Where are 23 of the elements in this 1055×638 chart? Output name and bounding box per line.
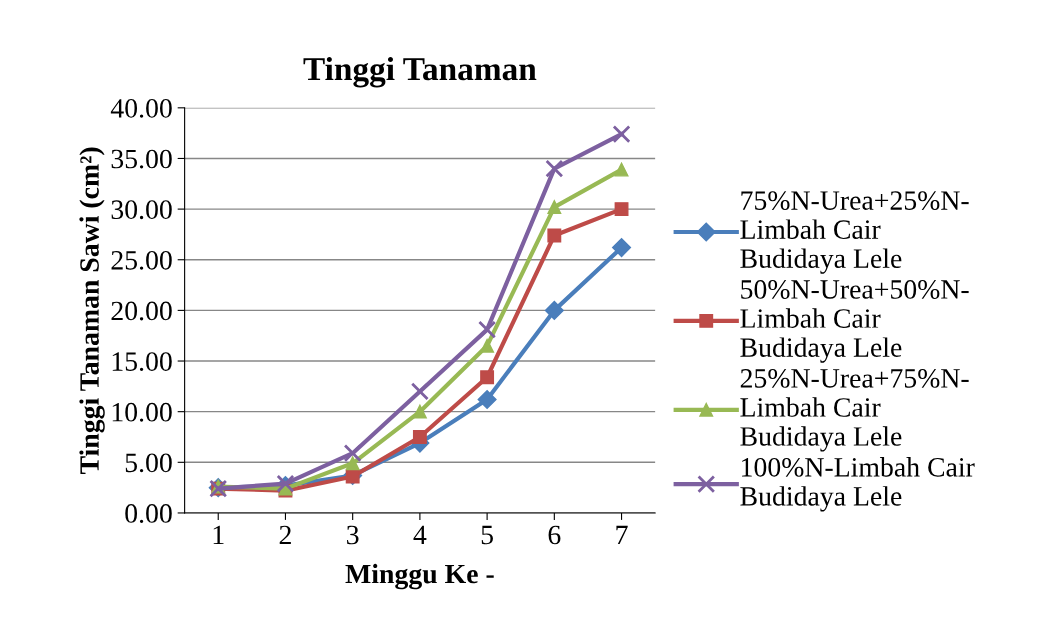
x-tick-label: 5 — [481, 525, 493, 545]
x-tick-label: 1 — [213, 525, 224, 545]
x-axis-title: Minggu Ke - — [345, 563, 494, 590]
x-tick-label: 7 — [616, 525, 628, 545]
legend-label: 25%N-Urea+75%N- Limbah Cair Budidaya Lele — [740, 369, 969, 452]
legend-label: 100%N-Limbah Cair Budidaya Lele — [740, 457, 975, 512]
x-tick-label: 4 — [413, 525, 427, 545]
y-tick-label: 10.00 — [112, 402, 172, 422]
y-tick-label: 30.00 — [111, 200, 172, 220]
y-tick-label: 35.00 — [111, 149, 172, 169]
x-tick-label: 2 — [279, 525, 291, 545]
y-tick-label: 15.00 — [112, 352, 172, 372]
y-tick-label: 25.00 — [111, 250, 172, 270]
x-tick-label: 3 — [347, 525, 359, 545]
y-tick-label: 40.00 — [110, 98, 172, 118]
y-tick-label: 5.00 — [125, 453, 172, 473]
legend-label: 50%N-Urea+50%N- Limbah Cair Budidaya Lele — [740, 280, 969, 363]
y-tick-label: 0.00 — [125, 504, 172, 523]
x-tick-label: 6 — [548, 525, 561, 545]
y-tick-label: 20.00 — [111, 301, 172, 321]
chart-title: Tinggi Tanaman — [303, 56, 537, 88]
y-axis-title: Tinggi Tanaman Sawi (cm²) — [79, 147, 105, 475]
legend-label: 75%N-Urea+25%N- Limbah Cair Budidaya Lele — [740, 191, 969, 274]
